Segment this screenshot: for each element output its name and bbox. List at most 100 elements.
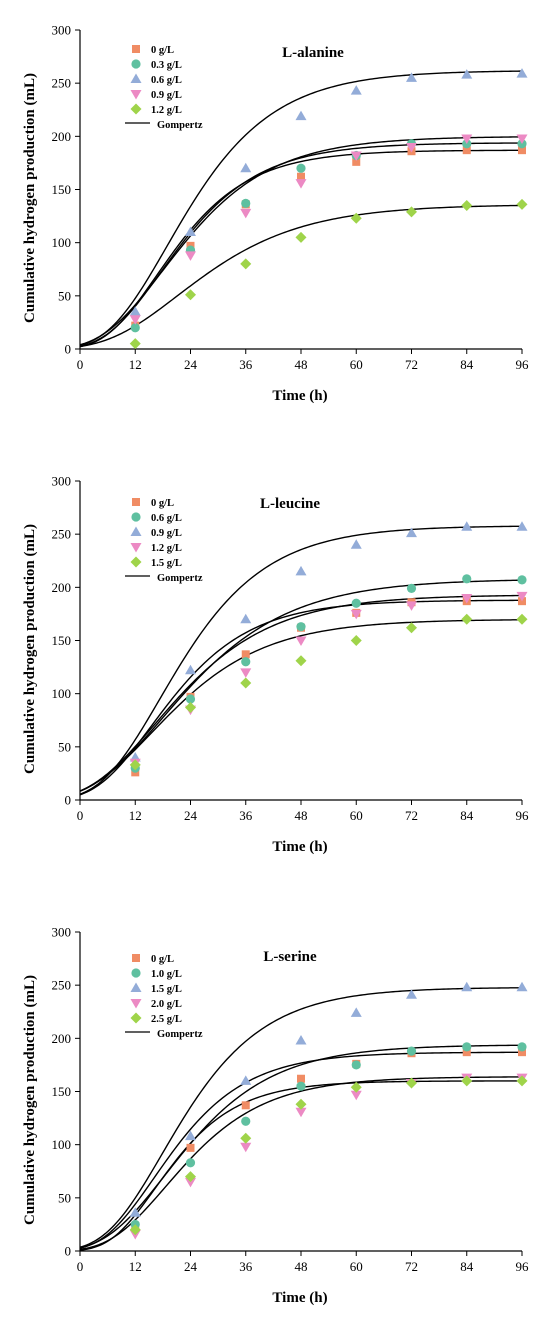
data-point — [516, 521, 528, 531]
legend-label: 2.5 g/L — [151, 1014, 182, 1025]
series-points — [129, 1075, 528, 1236]
y-tick-label: 250 — [52, 527, 72, 542]
y-tick-label: 100 — [52, 686, 72, 701]
data-point — [297, 172, 305, 181]
data-point — [129, 1207, 141, 1217]
legend-label: 1.2 g/L — [151, 543, 182, 554]
data-point — [185, 701, 196, 713]
x-tick-label: 24 — [184, 1259, 198, 1274]
legend-marker — [131, 512, 141, 522]
y-tick-label: 250 — [52, 76, 72, 91]
x-tick-label: 48 — [295, 1259, 308, 1274]
x-tick-label: 84 — [460, 357, 474, 372]
fit-curves — [79, 987, 523, 1251]
legend-marker — [130, 73, 142, 83]
data-point — [129, 315, 141, 325]
x-tick-label: 60 — [350, 1259, 363, 1274]
x-tick-label: 12 — [129, 808, 142, 823]
legend-label: 1.0 g/L — [151, 969, 182, 980]
data-point — [350, 1090, 362, 1101]
data-point — [518, 146, 526, 155]
gompertz-fit-line — [79, 987, 523, 1248]
legend-label: 0 g/L — [151, 498, 174, 509]
data-point — [240, 1075, 252, 1085]
y-tick-label: 300 — [52, 925, 72, 940]
x-tick-label: 84 — [460, 1259, 474, 1274]
data-point — [241, 657, 251, 667]
data-point — [518, 1048, 526, 1057]
chart-leucine: L-leucine Time (h) Cumulative hydrogen p… — [22, 474, 530, 856]
y-tick-label: 150 — [52, 1084, 72, 1099]
data-point — [351, 1060, 361, 1070]
x-tick-label: 24 — [184, 357, 198, 372]
data-point — [129, 338, 141, 350]
data-point — [352, 157, 361, 166]
data-point — [406, 206, 417, 218]
data-point — [185, 1158, 196, 1168]
chart-serine: L-serine Time (h) Cumulative hydrogen pr… — [22, 925, 530, 1307]
data-point — [461, 981, 473, 992]
chart-title: L-serine — [263, 949, 317, 965]
x-tick-label: 72 — [405, 808, 418, 823]
y-tick-label: 150 — [52, 182, 72, 197]
data-point — [461, 69, 473, 79]
data-point — [461, 134, 473, 144]
series-points — [129, 198, 528, 350]
chart-panel-leucine: L-leucine Time (h) Cumulative hydrogen p… — [0, 466, 550, 886]
x-tick-label: 24 — [184, 808, 198, 823]
data-point — [129, 306, 141, 316]
legend-marker — [130, 90, 142, 100]
x-tick-label: 60 — [350, 808, 363, 823]
data-point — [406, 601, 417, 611]
chart-alanine: L-alanine Time (h) Cumulative hydrogen p… — [22, 23, 529, 405]
data-point — [240, 208, 252, 219]
data-point — [350, 609, 362, 620]
gompertz-fit-line — [79, 149, 523, 348]
data-point — [185, 694, 196, 704]
y-axis-title: Cumulative hydrogen production (mL) — [22, 73, 38, 323]
legend-label: 1.2 g/L — [151, 105, 182, 116]
data-point — [462, 1048, 471, 1057]
data-point — [241, 198, 251, 208]
x-tick-label: 96 — [516, 808, 530, 823]
x-tick-label: 96 — [516, 1259, 530, 1274]
x-axis-title: Time (h) — [272, 388, 327, 404]
y-tick-label: 250 — [52, 978, 72, 993]
series-points — [131, 146, 526, 330]
data-point — [241, 650, 250, 659]
data-point — [297, 1074, 305, 1083]
series-points — [129, 521, 528, 762]
data-point — [240, 1142, 252, 1153]
legend-label: 0 g/L — [151, 45, 174, 56]
x-tick-label: 84 — [460, 808, 474, 823]
y-tick-label: 0 — [65, 793, 72, 808]
data-point — [296, 163, 306, 173]
series-points — [129, 613, 528, 771]
legend — [125, 45, 150, 124]
gompertz-fit-line — [79, 204, 523, 348]
data-point — [295, 1098, 307, 1110]
data-point — [406, 989, 417, 999]
legend-label: 0.6 g/L — [151, 75, 182, 86]
gompertz-fit-line — [79, 579, 523, 792]
data-point — [130, 323, 140, 333]
data-point — [186, 1143, 195, 1152]
data-point — [350, 635, 362, 646]
y-tick-label: 200 — [52, 1031, 72, 1046]
data-point — [295, 179, 307, 189]
y-tick-label: 200 — [52, 129, 72, 144]
data-point — [296, 622, 306, 632]
data-point — [351, 598, 361, 608]
data-point — [240, 1132, 252, 1144]
x-axis-title: Time (h) — [272, 839, 327, 855]
data-point — [350, 212, 362, 224]
x-tick-label: 0 — [77, 808, 84, 823]
legend-label: 1.5 g/L — [151, 984, 182, 995]
y-tick-label: 50 — [58, 1190, 71, 1205]
data-point — [406, 1077, 417, 1089]
data-point — [461, 199, 473, 211]
gompertz-fit-line — [79, 525, 523, 795]
axes: 0 12 24 36 48 60 72 84 96 0 50 100 150 200 250 300 — [52, 474, 530, 824]
y-tick-label: 150 — [52, 633, 72, 648]
chart-panel-alanine: L-alanine Time (h) Cumulative hydrogen p… — [0, 15, 550, 435]
